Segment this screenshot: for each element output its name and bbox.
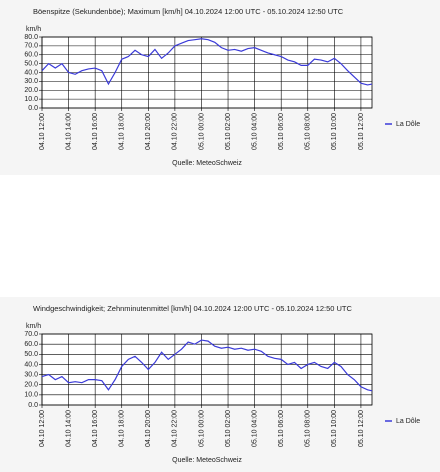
y-tick-label: 30.0 (24, 78, 38, 85)
x-tick-label: 04.10 14:00 (65, 113, 72, 150)
y-tick-label: 0.0 (28, 105, 38, 112)
y-tick-label: 70.0 (24, 331, 38, 338)
x-tick-label: 05.10 06:00 (278, 410, 285, 447)
y-tick-label: 50.0 (24, 60, 38, 67)
y-tick-label: 70.0 (24, 43, 38, 50)
y-tick-label: 10.0 (24, 96, 38, 103)
chart-title: Windgeschwindigkeit; Zehnminutenmittel [… (33, 304, 353, 313)
x-tick-label: 05.10 04:00 (251, 113, 258, 150)
y-tick-label: 50.0 (24, 351, 38, 358)
x-tick-label: 05.10 00:00 (198, 113, 205, 150)
x-tick-label: 05.10 02:00 (225, 113, 232, 150)
series-line (41, 38, 373, 86)
x-tick-label: 04.10 22:00 (172, 113, 179, 150)
x-tick-label: 05.10 08:00 (305, 113, 312, 150)
x-tick-label: 04.10 16:00 (92, 113, 99, 150)
x-tick-label: 05.10 00:00 (198, 410, 205, 447)
y-tick-label: 10.0 (24, 392, 38, 399)
plot-area (42, 334, 372, 405)
x-tick-label: 05.10 08:00 (305, 410, 312, 447)
plot-border (41, 36, 373, 109)
y-tick-label: 60.0 (24, 341, 38, 348)
x-tick-label: 04.10 20:00 (145, 410, 152, 447)
x-tick-label: 04.10 16:00 (92, 410, 99, 447)
x-tick-label: 04.10 12:00 (39, 410, 46, 447)
x-tick-label: 05.10 10:00 (331, 410, 338, 447)
plot-border (41, 333, 373, 406)
y-tick-label: 20.0 (24, 87, 38, 94)
source: Quelle: MeteoSchweiz (172, 457, 242, 464)
y-tick-label: 80.0 (24, 34, 38, 41)
y-tick-label: 40.0 (24, 361, 38, 368)
y-tick-label: 60.0 (24, 52, 38, 59)
x-tick-label: 04.10 20:00 (145, 113, 152, 150)
x-tick-label: 05.10 02:00 (225, 410, 232, 447)
y-tick-label: 0.0 (28, 402, 38, 409)
y-tick-label: 30.0 (24, 371, 38, 378)
x-tick-label: 04.10 22:00 (172, 410, 179, 447)
y-axis-label: km/h (26, 323, 41, 330)
x-tick-label: 05.10 12:00 (358, 113, 365, 150)
x-tick-label: 05.10 06:00 (278, 113, 285, 150)
y-axis-label: km/h (26, 26, 41, 33)
x-tick-label: 05.10 12:00 (358, 410, 365, 447)
y-tick-label: 40.0 (24, 69, 38, 76)
x-tick-label: 04.10 12:00 (39, 113, 46, 150)
source: Quelle: MeteoSchweiz (172, 160, 242, 167)
x-tick-label: 05.10 04:00 (251, 410, 258, 447)
legend-label: La Dôle (396, 121, 420, 128)
series-line (41, 339, 373, 392)
chart-title: Böenspitze (Sekundenböe); Maximum [km/h]… (33, 7, 344, 16)
x-tick-label: 04.10 14:00 (65, 410, 72, 447)
legend-label: La Dôle (396, 418, 420, 425)
x-tick-label: 04.10 18:00 (119, 410, 126, 447)
y-tick-label: 20.0 (24, 382, 38, 389)
x-tick-label: 04.10 18:00 (119, 113, 126, 150)
x-tick-label: 05.10 10:00 (331, 113, 338, 150)
